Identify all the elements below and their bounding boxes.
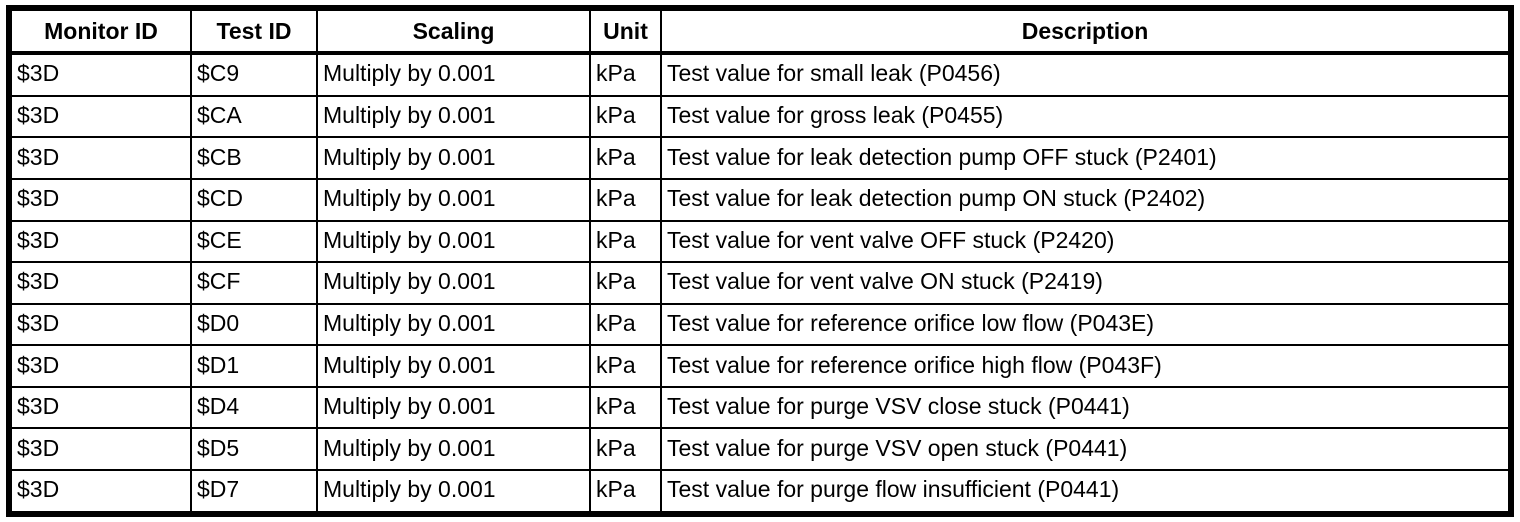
cell-scaling: Multiply by 0.001 — [316, 94, 591, 139]
cell-description: Test value for gross leak (P0455) — [660, 94, 1512, 139]
cell-description: Test value for reference orifice high fl… — [660, 344, 1512, 388]
column-header-scaling: Scaling — [316, 7, 591, 55]
cell-monitor-id: $3D — [8, 385, 192, 430]
cell-test-id: $C9 — [190, 52, 318, 97]
cell-scaling: Multiply by 0.001 — [316, 302, 591, 347]
table-row: $3D $C9 Multiply by 0.001 kPa Test value for… — [8, 52, 1512, 97]
cell-unit: kPa — [589, 94, 662, 139]
cell-monitor-id: $3D — [8, 94, 192, 139]
cell-description: Test value for purge VSV open stuck (P04… — [660, 427, 1512, 471]
cell-test-id: $D0 — [190, 302, 318, 347]
table-row: $3D $CB Multiply by 0.001 kPa Test value for… — [8, 136, 1512, 180]
cell-unit: kPa — [589, 136, 662, 180]
cell-monitor-id: $3D — [8, 177, 192, 222]
cell-description: Test value for small leak (P0456) — [660, 52, 1512, 97]
cell-test-id: $D7 — [190, 468, 318, 516]
cell-description: Test value for vent valve ON stuck (P241… — [660, 261, 1512, 305]
table-row: $3D $D0 Multiply by 0.001 kPa Test value for… — [8, 302, 1512, 347]
cell-monitor-id: $3D — [8, 468, 192, 516]
cell-description: Test value for purge flow insufficient (… — [660, 468, 1512, 516]
cell-scaling: Multiply by 0.001 — [316, 261, 591, 305]
cell-scaling: Multiply by 0.001 — [316, 344, 591, 388]
cell-scaling: Multiply by 0.001 — [316, 52, 591, 97]
column-header-unit: Unit — [589, 7, 662, 55]
cell-unit: kPa — [589, 468, 662, 516]
cell-scaling: Multiply by 0.001 — [316, 468, 591, 516]
cell-test-id: $D5 — [190, 427, 318, 471]
cell-unit: kPa — [589, 344, 662, 388]
cell-test-id: $CE — [190, 219, 318, 264]
cell-monitor-id: $3D — [8, 219, 192, 264]
column-header-test-id: Test ID — [190, 7, 318, 55]
cell-test-id: $D1 — [190, 344, 318, 388]
table-row: $3D $CD Multiply by 0.001 kPa Test value for… — [8, 177, 1512, 222]
cell-description: Test value for leak detection pump OFF s… — [660, 136, 1512, 180]
table-row: $3D $D4 Multiply by 0.001 kPa Test value for… — [8, 385, 1512, 430]
cell-description: Test value for purge VSV close stuck (P0… — [660, 385, 1512, 430]
cell-unit: kPa — [589, 177, 662, 222]
cell-unit: kPa — [589, 219, 662, 264]
cell-test-id: $CA — [190, 94, 318, 139]
cell-scaling: Multiply by 0.001 — [316, 385, 591, 430]
table-row: $3D $D7 Multiply by 0.001 kPa Test value for… — [8, 468, 1512, 516]
table-row: $3D $D5 Multiply by 0.001 kPa Test value for… — [8, 427, 1512, 471]
cell-unit: kPa — [589, 302, 662, 347]
cell-unit: kPa — [589, 52, 662, 97]
cell-unit: kPa — [589, 385, 662, 430]
cell-scaling: Multiply by 0.001 — [316, 427, 591, 471]
table-row: $3D $CF Multiply by 0.001 kPa Test value for… — [8, 261, 1512, 305]
cell-monitor-id: $3D — [8, 136, 192, 180]
cell-monitor-id: $3D — [8, 52, 192, 97]
header-row: Monitor ID Test ID Scaling Unit Description — [8, 7, 1512, 55]
cell-description: Test value for leak detection pump ON st… — [660, 177, 1512, 222]
cell-scaling: Multiply by 0.001 — [316, 136, 591, 180]
cell-test-id: $D4 — [190, 385, 318, 430]
cell-test-id: $CB — [190, 136, 318, 180]
cell-monitor-id: $3D — [8, 261, 192, 305]
cell-monitor-id: $3D — [8, 302, 192, 347]
table-row: $3D $CE Multiply by 0.001 kPa Test value for… — [8, 219, 1512, 264]
cell-unit: kPa — [589, 261, 662, 305]
column-header-description: Description — [660, 7, 1512, 55]
cell-description: Test value for reference orifice low flo… — [660, 302, 1512, 347]
obd-test-value-table: Monitor ID Test ID Scaling Unit Description … — [6, 5, 1514, 517]
table-row: $3D $D1 Multiply by 0.001 kPa Test value for… — [8, 344, 1512, 388]
cell-monitor-id: $3D — [8, 344, 192, 388]
cell-scaling: Multiply by 0.001 — [316, 177, 591, 222]
cell-unit: kPa — [589, 427, 662, 471]
column-header-monitor-id: Monitor ID — [8, 7, 192, 55]
cell-test-id: $CD — [190, 177, 318, 222]
table-body: $3D $C9 Multiply by 0.001 kPa Test value for… — [8, 52, 1512, 516]
cell-test-id: $CF — [190, 261, 318, 305]
cell-monitor-id: $3D — [8, 427, 192, 471]
table-row: $3D $CA Multiply by 0.001 kPa Test value for… — [8, 94, 1512, 139]
cell-scaling: Multiply by 0.001 — [316, 219, 591, 264]
cell-description: Test value for vent valve OFF stuck (P24… — [660, 219, 1512, 264]
